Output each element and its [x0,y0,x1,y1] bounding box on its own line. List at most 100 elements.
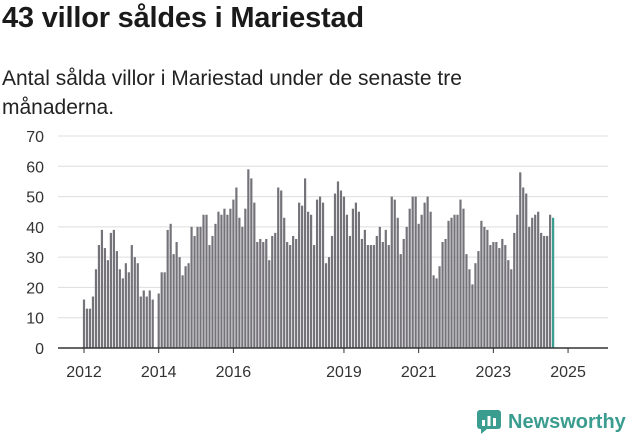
bar [501,238,504,348]
x-tick-label: 2023 [476,364,512,381]
bar [283,217,286,348]
bar [136,263,139,348]
bar [175,242,178,348]
brand-name: Newsworthy [508,410,626,433]
bar [199,226,202,348]
bar [214,223,217,348]
bar [220,214,223,348]
bar [417,223,420,348]
bar [145,296,148,348]
bar [381,242,384,348]
bar [130,245,133,348]
bar [534,214,537,348]
bar [372,245,375,348]
bar [292,235,295,348]
bar [301,205,304,348]
bar [348,235,352,348]
bar [336,181,340,348]
bar [375,235,378,348]
bar [420,214,423,348]
bar [393,199,396,348]
bar [312,245,316,348]
bar [286,242,289,348]
bar [510,269,513,348]
bar [429,211,432,348]
bar [543,235,546,348]
bar [115,251,118,348]
bar [166,229,169,348]
bar [507,260,510,348]
bar [82,299,86,348]
bar [351,208,355,348]
bar [453,214,456,348]
bar [268,260,271,348]
bar [447,220,450,348]
page-subtitle: Antal sålda villor i Mariestad under de … [2,67,462,119]
x-tick-label: 2025 [550,364,586,381]
bar [537,211,540,348]
bar [426,196,429,348]
bar [423,202,426,348]
bar [465,254,468,348]
bar [516,214,519,348]
bar [112,229,115,348]
y-tick-label: 50 [26,190,44,207]
bar [295,238,298,348]
bar [298,202,301,348]
bar [459,199,462,348]
bar [142,290,145,348]
bar [480,220,483,348]
bar [309,214,313,348]
bar [522,187,525,348]
y-tick-label: 20 [26,280,44,297]
bar [148,290,151,348]
bar [91,296,95,348]
newsworthy-logo: Newsworthy [476,409,626,435]
bar [205,214,208,348]
bar [540,232,543,348]
bar [160,272,163,348]
bar [369,245,372,348]
x-axis: 2012 2014 2016 2019 2021 2023 2025 [58,347,608,381]
bar [498,248,501,348]
bar [474,263,477,348]
bar [321,202,325,348]
bar [450,217,453,348]
bar [333,193,337,348]
bar [441,242,444,348]
bar [187,263,190,348]
bar [223,208,226,348]
bar [211,235,214,348]
bar [121,278,124,348]
bar [94,269,98,348]
bar [390,196,393,348]
bar [172,254,175,348]
bar [232,199,235,348]
bar [315,199,319,348]
bar [253,202,256,348]
bar [366,245,369,348]
x-tick-label: 2021 [401,364,437,381]
bar [229,208,232,348]
bar [489,245,492,348]
bar [477,251,480,348]
bar [193,235,196,348]
page-title: 43 villor såldes i Mariestad [2,2,364,34]
bar [324,263,328,348]
bar [414,196,417,348]
bar [196,226,199,348]
x-tick-label: 2012 [66,364,102,381]
x-tick-label: 2019 [326,364,362,381]
bar [438,266,441,348]
bar [169,223,172,348]
bar-chart: 0 10 20 30 40 50 60 70 2012 2014 2016 2019 2021 2023… [26,0,608,381]
bar-latest [552,217,555,348]
latest-value-label: 43 [571,0,590,4]
bar [151,299,154,348]
bar [133,257,136,348]
bar [181,275,184,348]
bar [549,214,552,348]
bar [396,217,399,348]
bar [103,248,107,348]
bar [504,245,507,348]
